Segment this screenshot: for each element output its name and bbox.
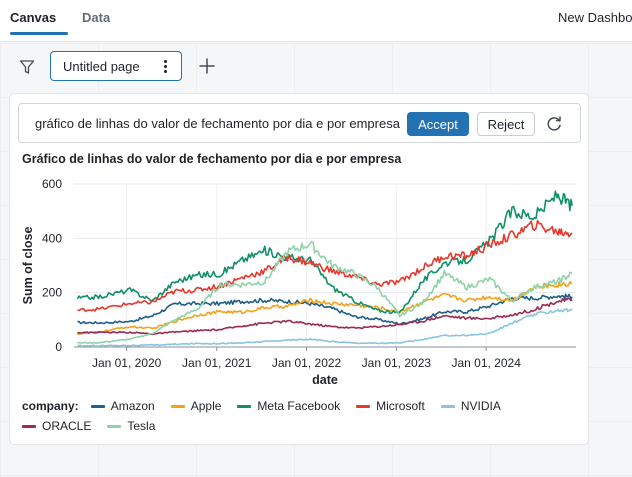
legend-swatch	[170, 404, 185, 408]
legend-item-microsoft[interactable]: Microsoft	[356, 399, 425, 413]
x-tick-label: Jan 01, 2021	[182, 356, 252, 370]
refresh-icon[interactable]	[543, 113, 565, 135]
x-tick-label: Jan 01, 2023	[362, 356, 432, 370]
legend-swatch	[22, 424, 36, 428]
series-line-oracle	[77, 297, 573, 336]
filter-icon[interactable]	[16, 56, 38, 78]
legend-label: Apple	[190, 399, 222, 413]
x-tick-label: Jan 01, 2020	[92, 356, 162, 370]
series-line-meta-facebook	[76, 190, 573, 315]
legend-label: Amazon	[110, 399, 155, 413]
y-tick-label: 400	[42, 231, 62, 245]
prompt-input[interactable]: gráfico de linhas do valor de fechamento…	[35, 116, 400, 131]
series-line-amazon	[77, 293, 573, 326]
tab-data[interactable]: Data	[82, 10, 111, 25]
y-tick-label: 200	[42, 286, 62, 300]
ai-prompt-bar: gráfico de linhas do valor de fechamento…	[18, 103, 581, 143]
kebab-menu-icon[interactable]	[159, 58, 171, 74]
y-tick-label: 0	[55, 340, 62, 354]
page-tab-label: Untitled page	[63, 58, 140, 74]
page-tab[interactable]: Untitled page	[50, 51, 182, 81]
x-tick-label: Jan 01, 2024	[451, 356, 521, 370]
legend-item-tesla[interactable]: Tesla	[107, 419, 155, 433]
legend-label: NVIDIA	[460, 399, 501, 413]
legend-swatch	[356, 404, 371, 408]
y-axis-label: Sum of close	[21, 227, 35, 305]
y-tick-label: 600	[42, 177, 62, 191]
accept-button[interactable]: Accept	[407, 112, 469, 136]
legend-item-nvidia[interactable]: NVIDIA	[440, 399, 501, 413]
legend-label: Meta Facebook	[257, 399, 341, 413]
line-chart: 0 200 400 600 Jan 01, 2020 Jan 01, 2021 Jan 01…	[21, 177, 576, 387]
reject-button[interactable]: Reject	[477, 112, 535, 136]
legend-swatch	[90, 404, 105, 408]
legend-swatch	[107, 424, 122, 428]
top-tab-bar: Canvas Data New Dashbo	[0, 0, 632, 42]
tab-canvas[interactable]: Canvas	[10, 10, 57, 25]
active-tab-indicator	[10, 32, 68, 35]
chart-widget[interactable]: gráfico de linhas do valor de fechamento…	[10, 94, 588, 444]
legend-item-meta-facebook[interactable]: Meta Facebook	[237, 399, 340, 413]
chart-title: Gráfico de linhas do valor de fechamento…	[22, 152, 402, 166]
legend-label: Microsoft	[376, 399, 425, 413]
x-axis-label: date	[312, 373, 338, 387]
dashboard-title[interactable]: New Dashbo	[558, 10, 632, 25]
legend-item-oracle[interactable]: ORACLE	[22, 419, 91, 433]
legend-item-amazon[interactable]: Amazon	[90, 399, 155, 413]
series-line-microsoft	[77, 219, 573, 313]
legend-label: Tesla	[127, 419, 156, 433]
legend-item-apple[interactable]: Apple	[170, 399, 222, 413]
plus-icon[interactable]	[196, 55, 218, 77]
legend-title: company:	[22, 399, 79, 413]
legend-swatch	[237, 404, 252, 408]
legend-swatch	[440, 404, 455, 408]
legend: company: Amazon Apple Meta Facebook Microso…	[22, 399, 517, 413]
series-line-nvidia	[77, 308, 573, 348]
x-tick-label: Jan 01, 2022	[272, 356, 342, 370]
legend-label: ORACLE	[42, 419, 92, 433]
legend-continued: ORACLE Tesla	[22, 419, 171, 433]
series-line-tesla	[77, 240, 573, 344]
